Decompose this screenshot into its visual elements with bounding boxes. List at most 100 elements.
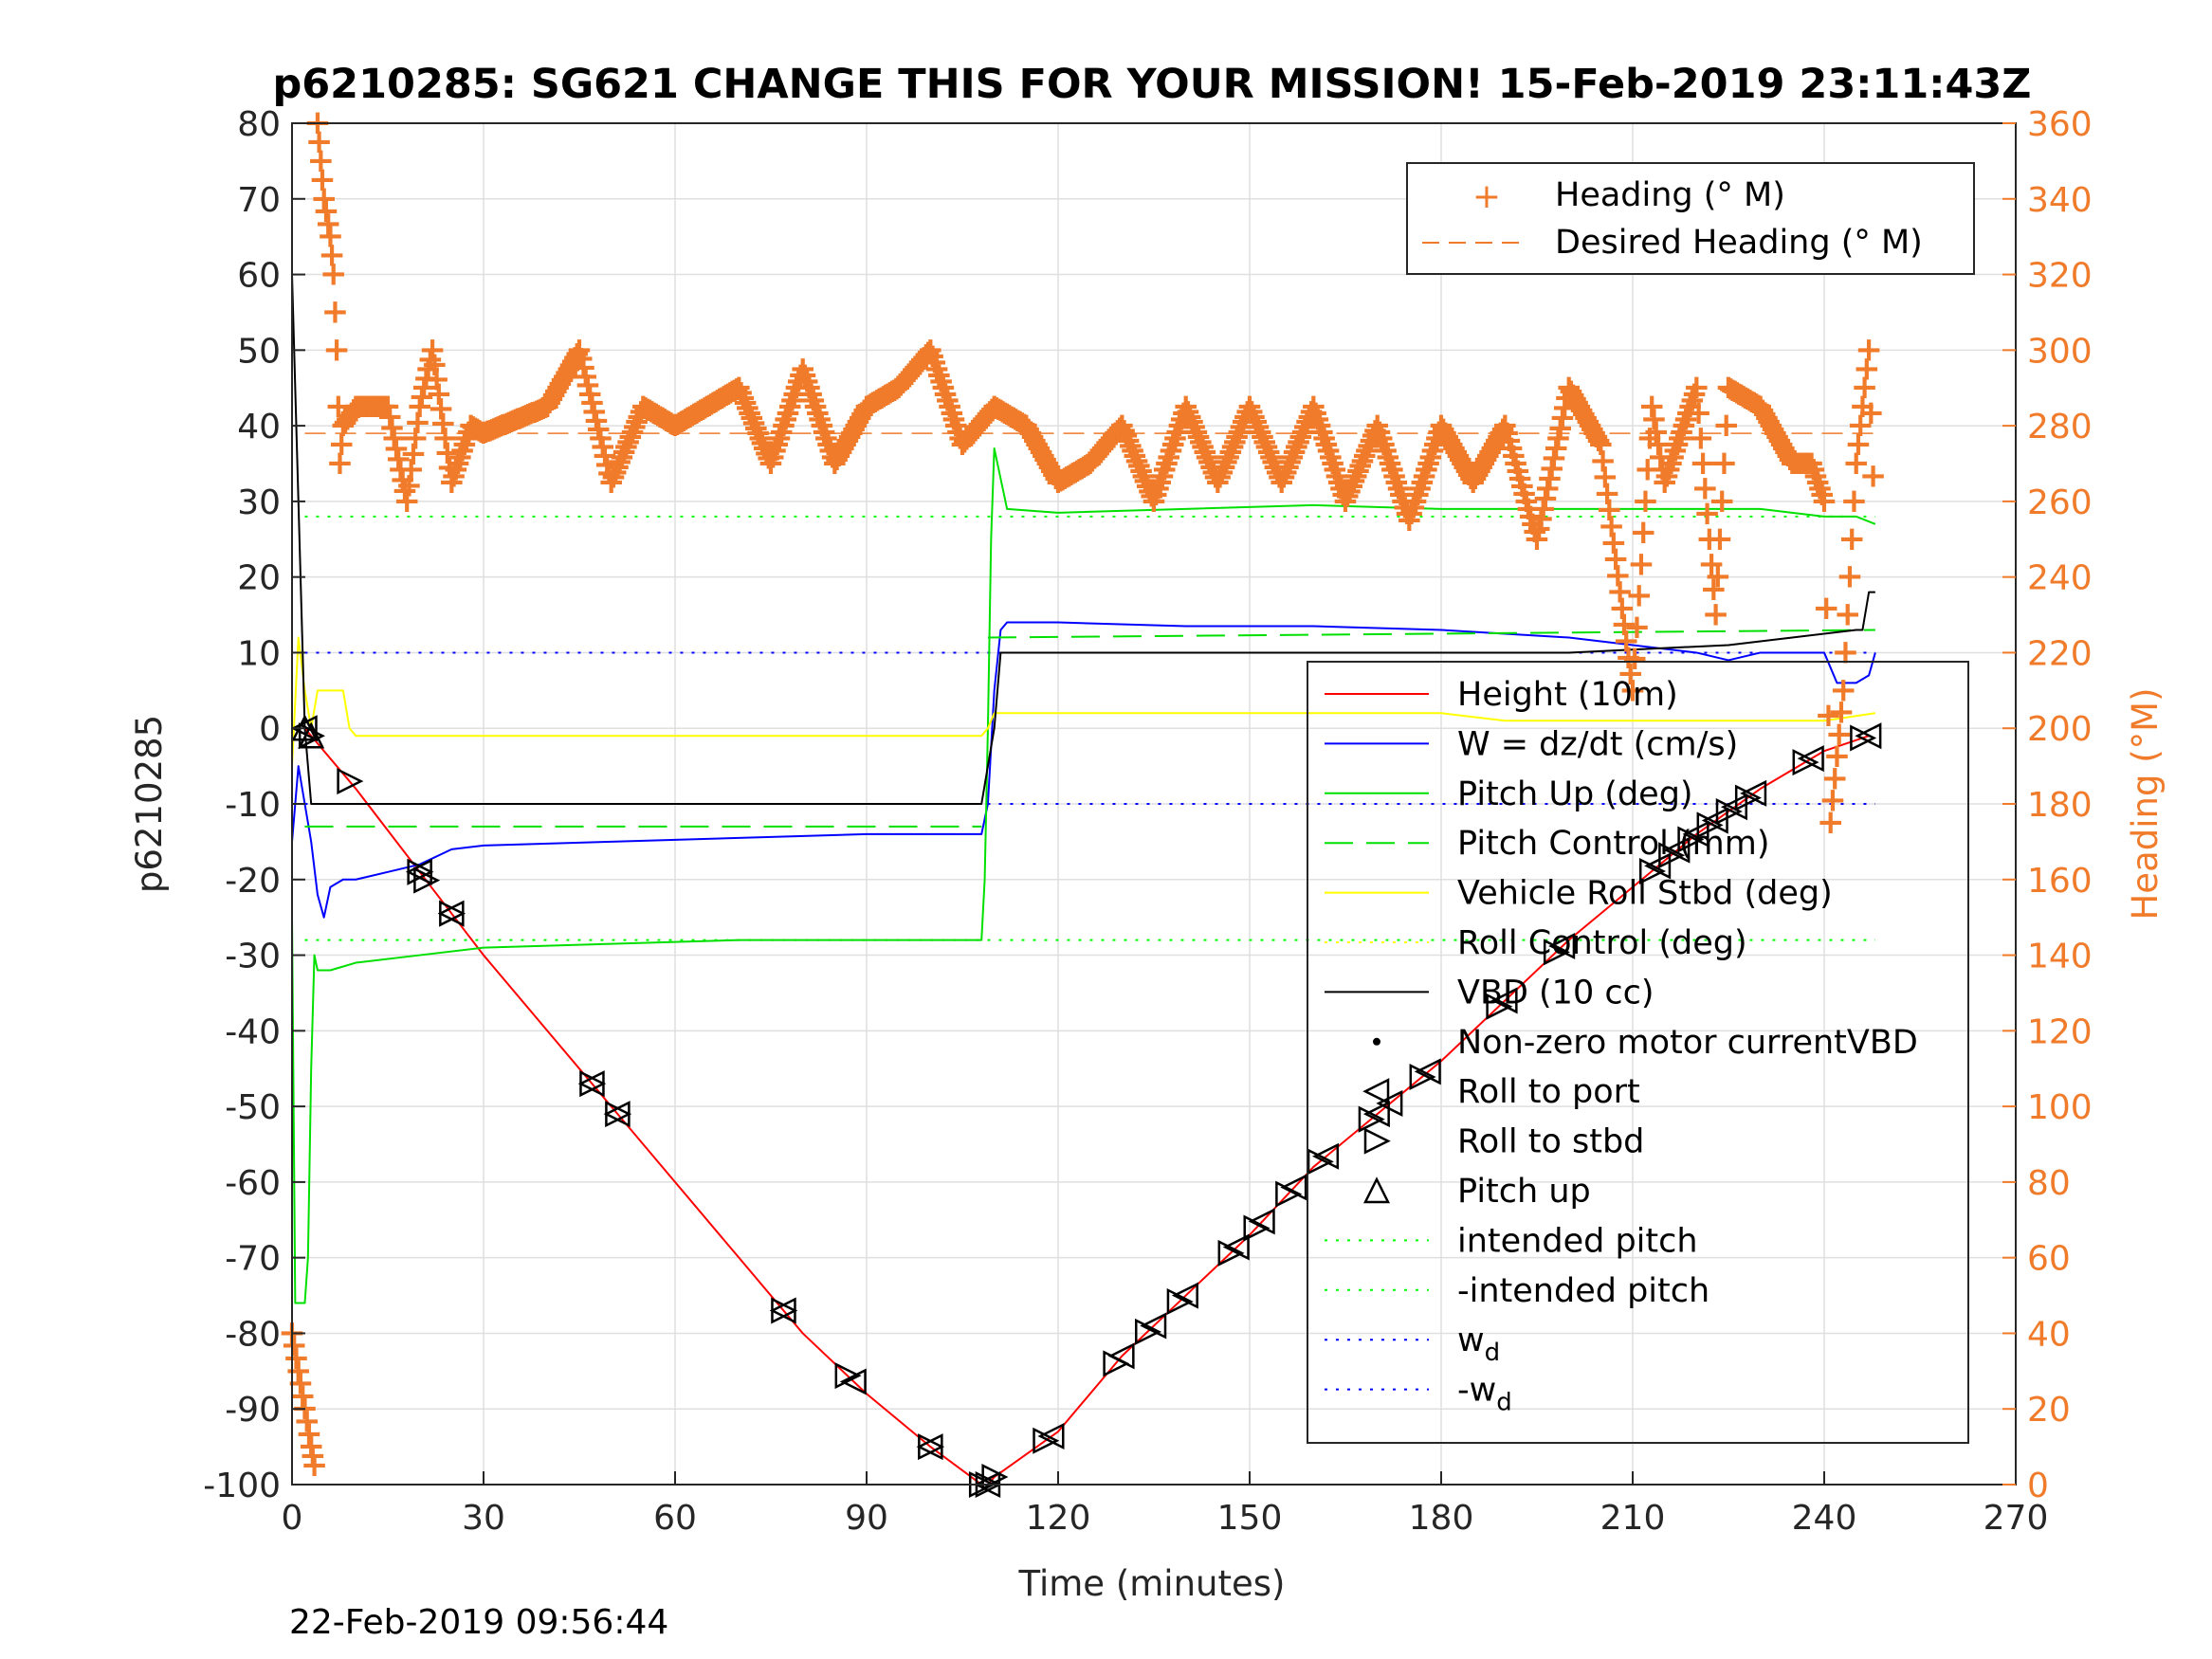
y-tick-label-left-12: -40 (225, 1012, 281, 1051)
heading-point: + (375, 397, 404, 436)
heading-point: + (759, 437, 787, 476)
heading-point: + (935, 387, 963, 426)
y-tick-label-right-0: 360 (2027, 105, 2093, 144)
y-tick-label-right-11: 140 (2027, 938, 2093, 976)
series-pitch (291, 447, 1876, 1304)
legend-heading-label-0: Heading (° M) (1555, 176, 1785, 214)
heading-point: + (482, 409, 510, 447)
heading-point: + (524, 391, 553, 429)
heading-point: + (685, 392, 713, 430)
heading-point: + (461, 409, 489, 447)
heading-point: + (456, 406, 484, 445)
heading-point: + (1855, 330, 1883, 369)
x-tick-label-0: 0 (282, 1499, 303, 1538)
heading-point: + (897, 353, 925, 392)
heading-point: + (442, 450, 470, 489)
heading-point: + (325, 444, 354, 483)
heading-point: + (363, 387, 392, 426)
heading-point: + (786, 356, 814, 394)
y-axis-label-left: p6210285 (129, 715, 170, 893)
y-tick-label-right-12: 120 (2027, 1012, 2093, 1051)
series-roll (291, 636, 1876, 767)
heading-point: + (324, 387, 353, 426)
heading-point: + (346, 387, 375, 426)
heading-point: + (608, 437, 636, 476)
heading-point: + (757, 444, 785, 483)
y-tick-label-right-9: 180 (2027, 786, 2093, 825)
heading-point: + (882, 370, 910, 409)
x-axis-label: Time (minutes) (1018, 1563, 1286, 1604)
heading-point: + (678, 395, 706, 434)
heading-point: + (329, 406, 357, 445)
heading-point: + (308, 160, 337, 199)
heading-point: + (868, 378, 896, 417)
heading-point: + (767, 412, 795, 451)
heading-point: + (377, 408, 406, 447)
y-tick-label-right-14: 80 (2027, 1164, 2071, 1203)
heading-point: + (808, 406, 836, 445)
y-tick-label-left-1: 70 (237, 181, 281, 220)
heading-point: + (448, 431, 476, 470)
heading-point: + (797, 374, 826, 413)
heading-point: + (938, 393, 966, 432)
heading-point: + (686, 391, 715, 429)
heading-point: + (648, 398, 676, 437)
heading-point: + (699, 383, 727, 422)
heading-point: + (721, 371, 749, 410)
heading-point: + (339, 390, 368, 428)
heading-point: + (895, 356, 923, 394)
heading-point: + (724, 368, 753, 407)
heading-point: + (454, 412, 483, 451)
heading-point: + (793, 362, 821, 401)
heading-point: + (516, 394, 544, 433)
heading-point: + (423, 359, 451, 398)
heading-point: + (902, 348, 930, 387)
heading-point: + (912, 336, 941, 374)
heading-point: + (907, 340, 936, 379)
legend-label-10: Pitch up (1457, 1173, 1591, 1211)
heading-point: + (777, 381, 806, 420)
heading-point: + (654, 402, 683, 441)
heading-point: + (403, 403, 431, 442)
heading-point: + (740, 403, 768, 442)
heading-point: + (829, 428, 857, 467)
heading-point: + (450, 425, 479, 464)
heading-point: + (652, 401, 681, 440)
heading-point: + (522, 392, 551, 430)
heading-point: + (707, 378, 736, 417)
heading-point: + (659, 405, 687, 444)
heading-point: + (439, 456, 467, 495)
heading-point: + (484, 408, 513, 447)
heading-point: + (427, 389, 455, 428)
y-tick-label-left-0: 80 (237, 105, 281, 144)
heading-point: + (582, 401, 611, 440)
y-axis-label-right: Heading (°M) (2125, 687, 2166, 920)
heading-point: + (360, 387, 389, 426)
heading-point: + (719, 372, 747, 410)
y-tick-label-left-7: 10 (237, 634, 281, 673)
heading-point: + (693, 387, 722, 426)
x-tick-label-8: 240 (1792, 1499, 1857, 1538)
heading-point: + (769, 406, 797, 445)
heading-point: + (663, 405, 691, 444)
heading-point: + (365, 387, 393, 426)
heading-point: + (318, 236, 346, 275)
heading-point: + (631, 388, 659, 427)
heading-point: + (893, 358, 922, 397)
heading-point: + (673, 398, 702, 437)
heading-point: + (606, 443, 634, 482)
heading-point: + (572, 356, 600, 395)
y-tick-label-right-1: 340 (2027, 181, 2093, 220)
heading-point: + (431, 418, 460, 457)
heading-point: + (791, 356, 819, 394)
heading-point: + (846, 398, 874, 437)
heading-point: + (393, 482, 421, 520)
heading-point: + (355, 387, 383, 426)
heading-point: + (957, 414, 985, 453)
heading-point: + (406, 387, 434, 426)
heading-point: + (418, 330, 447, 369)
heading-point: + (827, 432, 855, 471)
heading-point: + (374, 387, 402, 426)
